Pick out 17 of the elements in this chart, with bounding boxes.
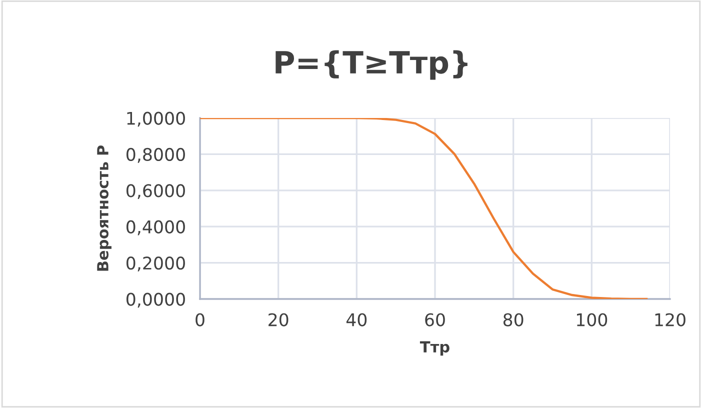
y-tick-label: 0,8000 (126, 148, 185, 163)
x-tick-label: 20 (268, 313, 288, 326)
chart-title: P={T≥Tтр} (276, 50, 468, 80)
x-tick-label: 0 (196, 313, 204, 326)
line-series (200, 118, 648, 299)
x-tick-label: 40 (346, 313, 367, 326)
y-tick-label: 0,2000 (126, 256, 185, 272)
y-tick-label: 0,4000 (126, 220, 185, 236)
x-tick-label: 120 (655, 313, 686, 326)
y-tick-label: 0,0000 (126, 292, 185, 308)
x-axis-title: Tтр (420, 341, 450, 356)
y-axis-title: Вероятность P (97, 146, 112, 271)
y-tick-label: 0,6000 (126, 184, 185, 200)
y-tick-label: 1,0000 (127, 112, 185, 127)
x-tick-label: 100 (577, 313, 608, 326)
x-tick-label: 80 (503, 313, 524, 326)
x-tick-label: 60 (425, 313, 445, 326)
